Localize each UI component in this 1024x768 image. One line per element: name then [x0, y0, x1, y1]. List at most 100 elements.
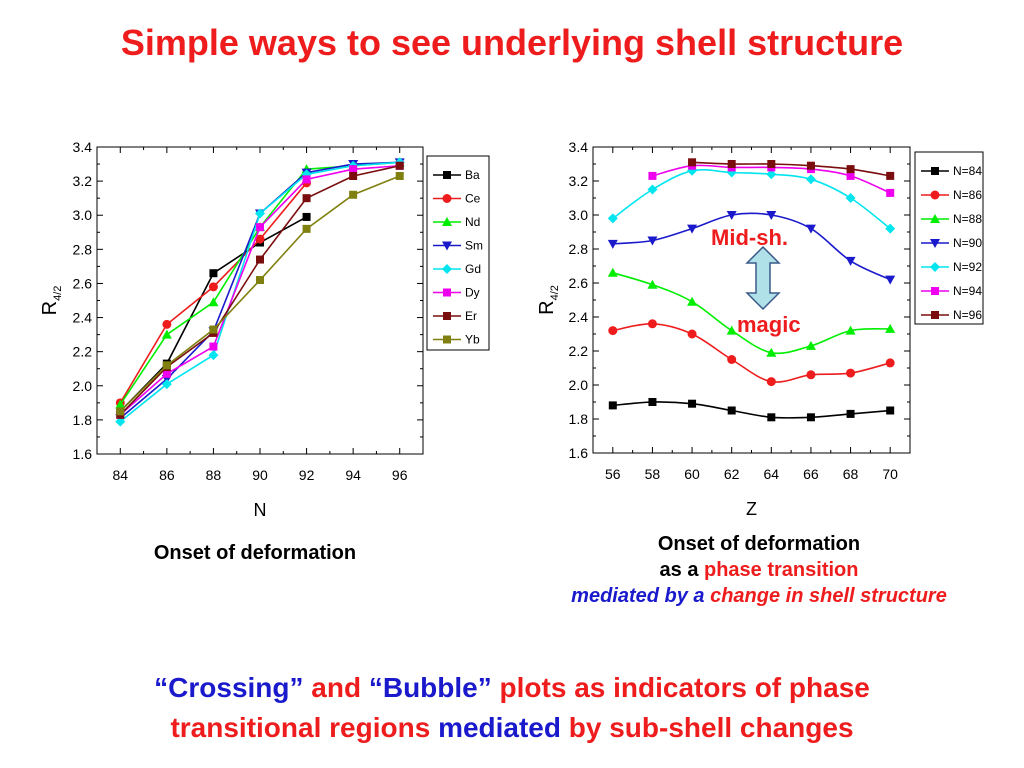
legend-label: N=94 [953, 284, 982, 298]
y-tick-label: 2.0 [73, 378, 93, 394]
y-axis-label: R4/2 [536, 285, 561, 315]
y-tick-label: 3.2 [73, 173, 93, 189]
data-point [885, 223, 896, 234]
legend-label: Sm [465, 239, 483, 253]
legend-label: Dy [465, 286, 480, 300]
right-caption-line2: as a phase transition [500, 557, 1018, 583]
x-tick-label: 94 [345, 467, 361, 483]
data-point [648, 171, 657, 180]
data-point [208, 282, 218, 292]
data-point [349, 171, 358, 180]
x-tick-label: 96 [392, 467, 408, 483]
bottom-line-2: transitional regions mediated by sub-she… [0, 708, 1024, 748]
double-arrow-icon [745, 246, 781, 310]
legend-label: N=92 [953, 260, 982, 274]
caption-text: as a [659, 559, 704, 581]
x-tick-label: 92 [299, 467, 315, 483]
x-tick-label: 60 [684, 466, 700, 482]
data-point [687, 296, 698, 306]
y-tick-label: 2.4 [73, 310, 93, 326]
bottom-text-mediated: mediated [438, 712, 561, 743]
data-point [302, 212, 311, 221]
data-point [607, 239, 618, 249]
data-point [766, 347, 777, 357]
left-caption: Onset of deformation [100, 540, 410, 566]
y-tick-label: 3.2 [569, 173, 589, 189]
data-point [687, 224, 698, 234]
data-point [162, 369, 171, 378]
data-point [727, 160, 736, 168]
y-axis-label: R4/2 [39, 286, 64, 316]
data-point [395, 161, 404, 170]
bottom-text: by sub-shell changes [561, 712, 854, 743]
y-tick-label: 1.6 [569, 445, 589, 461]
right-caption-line1: Onset of deformation [657, 533, 861, 555]
data-point [845, 256, 856, 266]
data-point [647, 184, 658, 195]
legend-marker [930, 214, 940, 223]
data-point [647, 279, 658, 289]
data-point [349, 190, 358, 199]
data-point [647, 236, 658, 246]
data-point [209, 269, 218, 278]
y-tick-label: 2.8 [73, 241, 93, 257]
data-point [162, 361, 171, 370]
caption-text-blue: mediated by a [571, 585, 711, 607]
data-point [766, 377, 776, 387]
data-point [885, 275, 896, 285]
data-point [302, 224, 311, 233]
y-tick-label: 2.6 [569, 275, 589, 291]
data-point [805, 174, 816, 185]
y-tick-label: 2.2 [569, 343, 589, 359]
caption-text-highlight: change in shell structure [710, 585, 947, 607]
legend-label: N=86 [953, 188, 982, 202]
legend-label: Ba [465, 168, 480, 182]
legend-marker [931, 167, 939, 175]
data-point [115, 416, 126, 427]
legend-label: Gd [465, 262, 481, 276]
data-point [647, 319, 657, 329]
legend-box [914, 151, 984, 325]
data-point [208, 350, 219, 361]
legend-label: Nd [465, 215, 480, 229]
legend-box [426, 155, 490, 351]
bottom-statement: “Crossing” and “Bubble” plots as indicat… [0, 668, 1024, 748]
legend-marker [443, 171, 451, 179]
legend-label: N=84 [953, 164, 982, 178]
x-tick-label: 66 [803, 466, 819, 482]
y-tick-label: 3.0 [73, 207, 93, 223]
x-tick-label: 86 [159, 467, 175, 483]
slide-title: Simple ways to see underlying shell stru… [120, 22, 904, 63]
legend-marker [442, 194, 452, 203]
data-point [846, 165, 855, 174]
bottom-text: plots as indicators of phase [491, 672, 870, 703]
data-point [805, 224, 816, 234]
data-point [767, 413, 776, 422]
data-point [886, 171, 895, 180]
legend-label: N=96 [953, 308, 982, 322]
bottom-text-crossing: “Crossing” [154, 672, 304, 703]
x-tick-label: 58 [645, 466, 661, 482]
data-point [806, 413, 815, 422]
data-point [209, 325, 218, 334]
data-point [846, 368, 856, 378]
data-point [687, 329, 697, 339]
bottom-text: transitional regions [170, 712, 439, 743]
legend-label: Yb [465, 333, 480, 347]
data-point [846, 171, 855, 180]
data-point [845, 325, 856, 335]
data-point [845, 193, 856, 203]
y-tick-label: 2.2 [73, 344, 93, 360]
y-tick-label: 1.8 [73, 412, 93, 428]
series-line [692, 161, 891, 177]
data-point [607, 267, 618, 277]
x-axis-label: Z [746, 499, 757, 519]
data-point [846, 409, 855, 418]
data-point [256, 223, 264, 232]
data-point [766, 211, 777, 220]
data-point [726, 211, 737, 220]
legend-marker [931, 287, 939, 295]
data-point [886, 188, 895, 197]
